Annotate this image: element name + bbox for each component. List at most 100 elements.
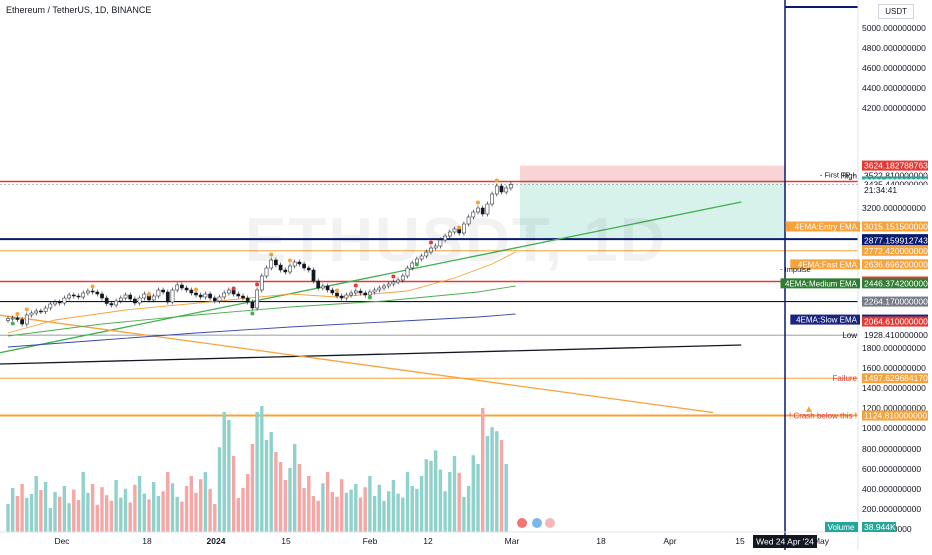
indicator-tag-text: ! Crash below this ! xyxy=(789,412,857,421)
volume-bar xyxy=(255,412,259,532)
candle-body xyxy=(212,297,217,302)
arrow-head-icon xyxy=(806,406,812,412)
volume-bar xyxy=(429,460,433,532)
candle-body xyxy=(194,292,198,296)
volume-bar xyxy=(231,456,236,532)
volume-bar xyxy=(39,490,43,532)
event-icon[interactable] xyxy=(517,518,527,528)
volume-bar xyxy=(372,496,377,532)
volume-tick-label: 200.000000000 xyxy=(862,504,921,514)
volume-bar xyxy=(25,498,29,532)
price-label-text: 2264.170000000 xyxy=(864,297,928,307)
indicator-tag-text: Low xyxy=(842,331,857,340)
flag-icon[interactable] xyxy=(545,518,555,528)
indicator-tag-text: 4EMA:Fast EMA xyxy=(798,260,858,269)
volume-bar xyxy=(264,440,269,532)
candle-body xyxy=(509,184,513,189)
candle-body xyxy=(462,223,466,234)
candle-body xyxy=(151,295,156,301)
volume-bar xyxy=(438,469,443,532)
volume-bar xyxy=(213,504,217,532)
price-label-box xyxy=(862,185,928,195)
candle-body xyxy=(339,295,344,299)
candle-body xyxy=(382,285,386,289)
volume-bar xyxy=(72,489,76,532)
candle-body xyxy=(335,292,339,297)
candle-body xyxy=(405,267,410,277)
candle-body xyxy=(67,294,71,299)
candle-body xyxy=(231,289,236,295)
candle-body xyxy=(330,289,335,294)
currency-button[interactable]: USDT xyxy=(878,4,914,19)
candle-body xyxy=(297,261,302,265)
candle-body xyxy=(447,231,452,237)
volume-bar xyxy=(401,497,405,532)
candle-body xyxy=(236,293,241,297)
volume-bar xyxy=(217,447,222,532)
candle-body xyxy=(283,269,288,273)
price-tick-label: 5000.000000000 xyxy=(862,23,926,33)
signal-dot xyxy=(10,321,15,326)
volume-bar xyxy=(452,456,457,532)
signal-dot xyxy=(367,295,372,300)
volume-bar xyxy=(485,436,490,532)
volume-bar xyxy=(147,499,151,532)
volume-bar xyxy=(241,488,245,532)
price-label-text: 3435.440000000 xyxy=(864,179,928,189)
price-label-text: 1928.410000000 xyxy=(864,330,928,340)
flag-icon[interactable] xyxy=(532,518,542,528)
volume-bar xyxy=(349,489,353,532)
volume-bar xyxy=(495,431,499,532)
volume-bar xyxy=(246,474,250,532)
first-tp-label: - First TP - xyxy=(820,171,856,180)
signal-dot xyxy=(457,225,462,230)
price-tick-label: 3200.000000000 xyxy=(862,203,926,213)
volume-bar xyxy=(481,408,485,532)
time-tick-label: 18 xyxy=(596,536,606,546)
candle-body xyxy=(71,294,76,297)
candle-body xyxy=(499,185,504,193)
price-tick-label: 4400.000000000 xyxy=(862,83,926,93)
signal-dot xyxy=(391,274,396,279)
candle-body xyxy=(142,293,147,299)
volume-bar xyxy=(269,432,273,532)
volume-bar xyxy=(53,492,57,532)
candle-body xyxy=(241,295,245,299)
price-tick-label: 1800.000000000 xyxy=(862,343,926,353)
volume-bar xyxy=(471,455,475,532)
volume-bar xyxy=(466,486,471,532)
candle-body xyxy=(109,303,114,306)
volume-bar xyxy=(288,468,292,532)
volume-bar xyxy=(123,488,128,532)
candle-body xyxy=(255,289,259,309)
volume-bar xyxy=(222,412,226,532)
volume-bar xyxy=(175,496,179,532)
candle-body xyxy=(250,301,255,309)
volume-bar xyxy=(504,464,508,532)
price-label-text: 2636.696200000 xyxy=(864,259,928,269)
candle-body xyxy=(118,297,123,302)
volume-bar xyxy=(405,472,410,532)
volume-bar xyxy=(419,476,424,532)
candle-body xyxy=(353,290,358,294)
volume-bar xyxy=(100,487,104,532)
candle-body xyxy=(175,284,180,291)
candle-body xyxy=(349,292,353,296)
candle-body xyxy=(424,251,429,257)
target-zone xyxy=(520,181,785,240)
price-tick-label: 4200.000000000 xyxy=(862,103,926,113)
time-tick-label: Feb xyxy=(363,536,378,546)
candle-body xyxy=(386,283,391,287)
candle-body xyxy=(419,255,424,260)
candle-body xyxy=(90,290,95,293)
candle-body xyxy=(485,203,490,215)
candle-body xyxy=(86,290,90,294)
candle-body xyxy=(114,300,118,306)
indicator-tag-box xyxy=(790,314,860,325)
volume-bar xyxy=(227,420,231,532)
time-tick-label: 15 xyxy=(735,536,745,546)
price-tick-label: 4800.000000000 xyxy=(862,43,926,53)
candle-body xyxy=(6,318,10,321)
